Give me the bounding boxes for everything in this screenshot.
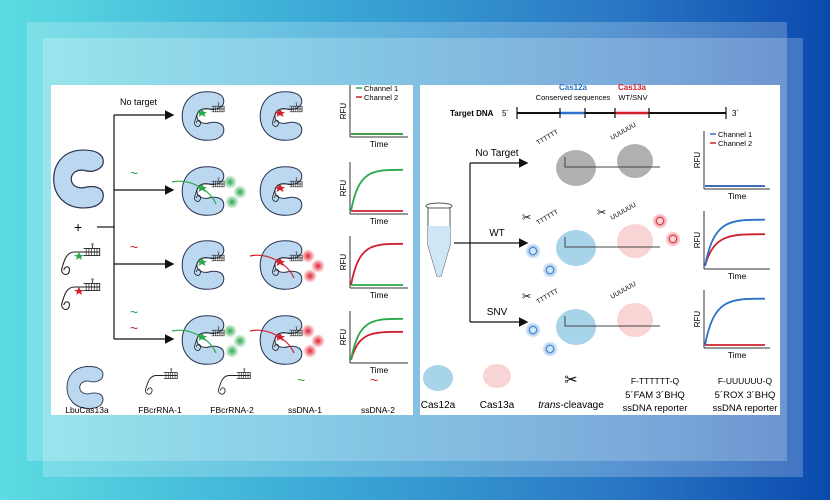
legend-fam-line2: ssDNA reporter [623, 403, 688, 414]
ssdna-1-icon: ~ [130, 165, 138, 181]
fluorescence-glow [301, 324, 315, 338]
time-axis-label: Time [370, 365, 389, 375]
time-axis-label: Time [370, 290, 389, 300]
cas13a-icon [483, 364, 511, 388]
ssdna-2-icon: ~ [130, 239, 138, 255]
fluorescence-glow [311, 259, 325, 273]
scissors-icon: ✂ [564, 372, 577, 389]
ssdna-1-icon: ~ [130, 304, 138, 320]
legend-channel-1: Channel 1 [364, 84, 398, 93]
legend-fbcrrna-1: FBcrRNA-1 [138, 405, 182, 415]
three-prime-label: 3´ [732, 109, 739, 118]
fluorescence-glow [301, 249, 315, 263]
scissors-icon: ✂ [597, 207, 606, 219]
rox-reporter-icon: F-UUUUUU-Q [718, 376, 773, 386]
cas13a-protein [617, 144, 653, 178]
right-legend: ✂ Cas12a Cas13a trans-cleavage F-TTTTTT-… [421, 364, 778, 414]
plus-sign: + [74, 219, 82, 235]
fam-reporter-icon: F-TTTTTT-Q [631, 376, 680, 386]
no-target-label: No target [120, 97, 158, 107]
left-row: ~ RFU Time [114, 236, 408, 300]
channel-2-curve [704, 233, 766, 267]
channel-1-curve [704, 297, 766, 346]
time-axis-label: Time [370, 216, 389, 226]
ssdna-2-icon: ~ [370, 372, 378, 388]
time-axis-label: Time [728, 350, 747, 360]
legend-ssdna-2: ssDNA-2 [361, 405, 395, 415]
ssdna-2-icon: ~ [130, 320, 138, 336]
cas13a-protein [617, 303, 653, 337]
rfu-axis-label: RFU [339, 254, 348, 271]
channel-1-curve [350, 168, 404, 212]
branch-label: SNV [487, 307, 508, 318]
time-axis-label: Time [728, 271, 747, 281]
left-row: ~ RFU Time [114, 162, 408, 226]
legend-ssdna-1: ssDNA-1 [288, 405, 322, 415]
legend-rox-line1: 5´ROX 3´BHQ [715, 390, 776, 401]
fluorescence-glow [303, 344, 317, 358]
rfu-axis-label: RFU [339, 329, 348, 346]
scissors-icon: ✂ [522, 212, 531, 224]
rfu-axis-label: RFU [693, 152, 702, 169]
cas12a-region-label: Cas12a [559, 83, 588, 92]
tube-icon [425, 202, 453, 277]
rfu-axis-label: RFU [339, 180, 348, 197]
legend-channel-2: Channel 2 [718, 139, 752, 148]
fluorescence-glow [225, 195, 239, 209]
wt-snv-label: WT/SNV [618, 93, 647, 102]
time-axis-label: Time [728, 191, 747, 201]
five-prime-label: 5´ [502, 109, 509, 118]
legend-cas13a: Cas13a [480, 400, 515, 411]
channel-1-curve [704, 218, 766, 267]
legend-fam-line1: 5´FAM 3´BHQ [625, 390, 685, 401]
legend-cas12a: Cas12a [421, 400, 456, 411]
channel-2-curve [350, 242, 404, 286]
cas12a-protein [556, 230, 596, 266]
branch-label: No Target [475, 148, 518, 159]
rfu-axis-label: RFU [693, 311, 702, 328]
cas12a-icon [423, 365, 453, 391]
fluorescence-glow [311, 334, 325, 348]
target-dna-label: Target DNA [450, 109, 494, 118]
legend-channel-1: Channel 1 [718, 130, 752, 139]
conserved-sequences-label: Conserved sequences [536, 93, 611, 102]
channel-1-curve [350, 317, 404, 361]
legend-rox-line2: ssDNA reporter [713, 403, 778, 414]
cas12a-protein [556, 150, 596, 186]
fluorescence-glow [303, 269, 317, 283]
cas13a-region-label: Cas13a [618, 83, 647, 92]
legend-channel-2: Channel 2 [364, 93, 398, 102]
branch-label: WT [489, 228, 505, 239]
legend-lbucas13a: LbuCas13a [65, 405, 109, 415]
left-legend: ~ ~ LbuCas13a FBcrRNA-1 FBcrRNA-2 ssDNA-… [65, 366, 395, 415]
scissors-icon: ✂ [522, 291, 531, 303]
cas13a-protein [617, 224, 653, 258]
time-axis-label: Time [370, 139, 389, 149]
fluorescence-glow [223, 324, 237, 338]
rfu-axis-label: RFU [339, 103, 348, 120]
legend-trans-cleavage: trans-cleavage [538, 400, 604, 411]
fluorescence-glow [225, 344, 239, 358]
fluorescence-glow [233, 185, 247, 199]
target-dna: Target DNA 5´ 3´ Cas12a Cas13a Conserved… [450, 83, 739, 119]
ssdna-1-icon: ~ [297, 372, 305, 388]
left-row: ~~ RFU Time [114, 304, 408, 375]
fluorescence-glow [223, 175, 237, 189]
fluorescence-glow [233, 334, 247, 348]
cas12a-protein [556, 309, 596, 345]
right-panel: Target DNA 5´ 3´ Cas12a Cas13a Conserved… [420, 83, 780, 415]
rfu-axis-label: RFU [693, 232, 702, 249]
legend-fbcrrna-2: FBcrRNA-2 [210, 405, 254, 415]
